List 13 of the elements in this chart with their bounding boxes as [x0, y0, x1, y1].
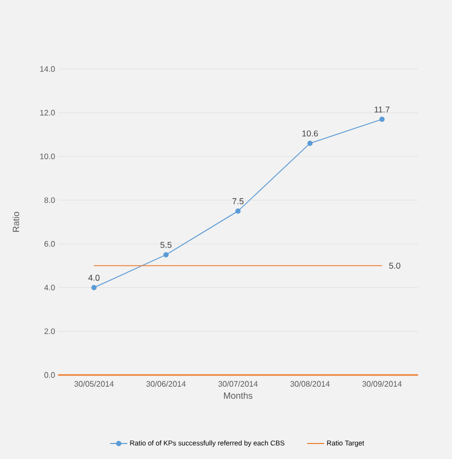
point	[307, 140, 313, 146]
data-label: 7.5	[232, 198, 244, 204]
data-label: 10.6	[302, 130, 318, 136]
data-label: 4.0	[88, 274, 100, 281]
point	[91, 284, 97, 290]
data-label: 5.5	[160, 242, 172, 248]
data-label: 5.0	[389, 262, 400, 269]
data-label: 11.7	[374, 106, 390, 112]
point	[235, 208, 241, 214]
x-axis-title: Months	[224, 392, 252, 399]
point	[163, 252, 169, 258]
y-axis-title: Ratio	[12, 212, 20, 232]
point	[379, 116, 385, 122]
